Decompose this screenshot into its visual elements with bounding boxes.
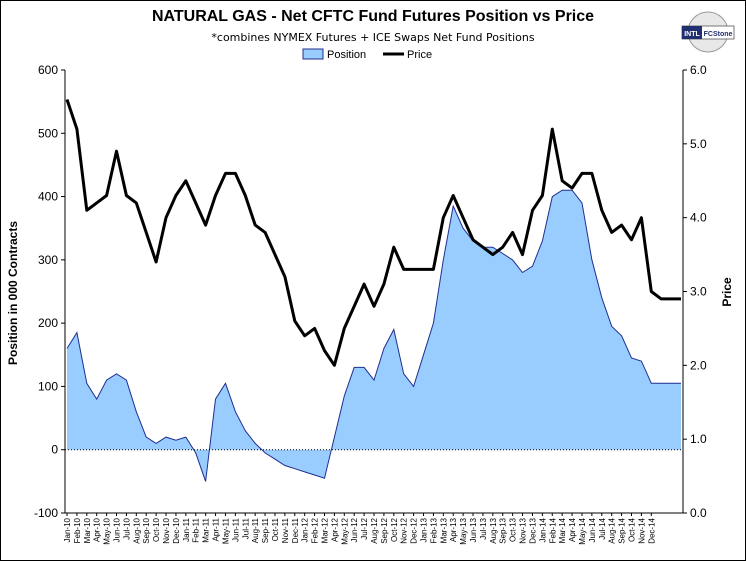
x-tick-label: May-11: [222, 517, 231, 544]
logo-text-fcstone: FCStone: [704, 31, 733, 38]
chart-title: NATURAL GAS - Net CFTC Fund Futures Posi…: [151, 8, 595, 25]
y-left-tick-label: -100: [34, 506, 58, 520]
x-tick-label: Dec-12: [410, 517, 419, 543]
x-tick-label: Oct-13: [509, 517, 518, 542]
x-tick-label: Aug-11: [251, 517, 260, 543]
x-tick-label: Feb-14: [548, 517, 557, 543]
legend-label-position: Position: [327, 49, 366, 61]
x-tick-label: Feb-11: [192, 517, 201, 542]
y-axis-right-label: Price: [720, 277, 734, 307]
x-tick-label: Nov-12: [400, 517, 409, 543]
y-left-tick-label: 100: [38, 379, 58, 393]
x-tick-label: Feb-13: [429, 517, 438, 543]
x-tick-label: Mar-12: [321, 517, 330, 543]
x-tick-label: Sep-12: [380, 517, 389, 543]
chart-subtitle: *combines NYMEX Futures + ICE Swaps Net …: [211, 31, 535, 44]
y-right-tick-label: 5.0: [690, 137, 707, 151]
x-tick-label: Aug-12: [370, 517, 379, 543]
y-axis-left-label: Position in 000 Contracts: [6, 221, 20, 365]
x-tick-label: Sep-13: [499, 517, 508, 543]
x-tick-label: Dec-10: [172, 517, 181, 543]
x-tick-label: Sep-11: [261, 517, 270, 543]
x-tick-label: Nov-11: [281, 517, 290, 543]
x-tick-label: Oct-10: [152, 517, 161, 542]
x-tick-label: Dec-13: [529, 517, 538, 543]
x-tick-label: Mar-11: [202, 517, 211, 542]
y-left-tick-label: 500: [38, 126, 58, 140]
x-tick-label: Jan-13: [420, 517, 429, 542]
x-tick-label: Jul-12: [360, 517, 369, 539]
position-edge-line: [66, 189, 681, 482]
x-tick-label: May-10: [103, 517, 112, 544]
y-left-tick-label: 300: [38, 253, 58, 267]
x-tick-label: Feb-10: [73, 517, 82, 543]
chart-legend: Position Price: [302, 48, 432, 61]
x-tick-label: Dec-14: [647, 517, 656, 543]
x-tick-label: Jun-14: [588, 517, 597, 542]
x-tick-label: Aug-13: [489, 517, 498, 543]
x-tick-label: Oct-14: [628, 517, 637, 542]
y-right-tick-label: 0.0: [690, 506, 707, 520]
x-tick-label: Jul-10: [122, 517, 131, 539]
logo-text-intl: INTL: [684, 31, 700, 38]
y-right-tick-label: 6.0: [690, 63, 707, 77]
x-tick-label: Jul-13: [479, 517, 488, 539]
x-tick-label: Feb-12: [311, 517, 320, 543]
x-tick-label: Nov-14: [637, 517, 646, 543]
x-tick-label: Oct-11: [271, 517, 280, 541]
x-tick-label: Jan-10: [63, 517, 72, 542]
x-tick-label: Jun-11: [231, 517, 240, 541]
x-tick-label: May-12: [340, 517, 349, 544]
y-left-tick-label: 200: [38, 316, 58, 330]
x-tick-label: Sep-14: [618, 517, 627, 543]
x-tick-label: Mar-13: [439, 517, 448, 543]
y-right-tick-label: 4.0: [690, 211, 707, 225]
plot-area: -100 0 100 200 300 400 500 600 0.0 1.0 2.0 3.0 4.0 5.…: [34, 63, 707, 545]
x-tick-label: Mar-14: [558, 517, 567, 543]
x-tick-label: Jan-14: [538, 517, 547, 542]
x-tick-label: Jan-11: [182, 517, 191, 541]
y-left-tick-label: 400: [38, 190, 58, 204]
x-tick-label: May-14: [578, 517, 587, 544]
x-tick-label: Apr-13: [449, 517, 458, 542]
x-tick-label: May-13: [459, 517, 468, 544]
x-tick-label: Jul-11: [241, 517, 250, 539]
y-left-tick-label: 600: [38, 63, 58, 77]
x-tick-label: Aug-10: [132, 517, 141, 543]
x-tick-label: Nov-13: [519, 517, 528, 543]
price-line: [65, 99, 681, 367]
y-right-tick-label: 3.0: [690, 285, 707, 299]
x-tick-label: Mar-10: [83, 517, 92, 543]
x-tick-label: Aug-14: [608, 517, 617, 543]
x-tick-label: Dec-11: [291, 517, 300, 543]
legend-label-price: Price: [407, 49, 432, 61]
x-tick-label: Apr-11: [212, 517, 221, 541]
intl-fcstone-logo: INTL FCStone: [681, 11, 735, 53]
x-tick-label: Jan-12: [301, 517, 310, 542]
x-tick-label: Jun-12: [350, 517, 359, 542]
x-tick-label: Nov-10: [162, 517, 171, 543]
x-tick-label: Jun-10: [113, 517, 122, 542]
position-area: [67, 190, 681, 482]
y-right-tick-label: 1.0: [690, 432, 707, 446]
x-tick-label: Oct-12: [390, 517, 399, 542]
legend-swatch-position: [302, 48, 324, 60]
x-tick-label: Apr-12: [330, 517, 339, 542]
x-tick-label: Apr-10: [93, 517, 102, 542]
y-left-tick-label: 0: [51, 443, 58, 457]
y-right-tick-label: 2.0: [690, 358, 707, 372]
x-tick-label: Jul-14: [598, 517, 607, 539]
x-tick-label: Jun-13: [469, 517, 478, 542]
x-tick-label: Sep-10: [142, 517, 151, 543]
x-tick-label: Apr-14: [568, 517, 577, 542]
